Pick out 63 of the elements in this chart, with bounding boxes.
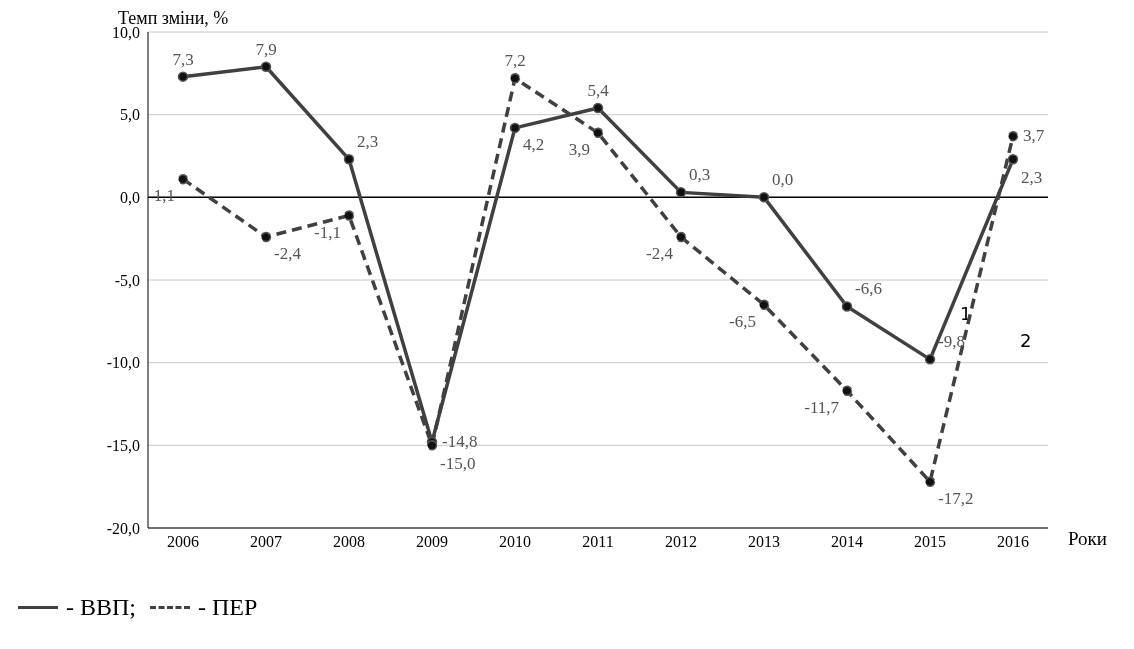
data-label: -2,4 xyxy=(646,244,674,264)
x-tick-label: 2008 xyxy=(333,533,365,551)
x-tick-label: 2007 xyxy=(250,533,282,551)
point xyxy=(924,476,936,487)
point xyxy=(343,210,355,221)
y-tick-label: 0,0 xyxy=(120,189,140,207)
data-label: 7,2 xyxy=(504,51,526,71)
legend-label: - ВВП; xyxy=(66,593,137,622)
data-label: 0,0 xyxy=(772,170,794,190)
x-tick-label: 2012 xyxy=(665,533,697,551)
y-tick-label: -10,0 xyxy=(106,354,140,372)
point xyxy=(758,299,770,311)
data-label: 0,3 xyxy=(689,165,711,185)
x-tick-label: 2010 xyxy=(499,533,531,551)
point xyxy=(426,440,438,451)
point xyxy=(675,187,687,198)
x-tick-label: 2009 xyxy=(416,533,448,551)
data-label: -15,0 xyxy=(440,454,476,474)
data-label: 7,3 xyxy=(172,49,194,69)
data-label: 3,9 xyxy=(568,139,590,159)
data-label: 2,3 xyxy=(357,132,379,152)
x-tick-label: 2011 xyxy=(582,533,614,551)
point xyxy=(343,154,355,165)
point xyxy=(509,73,521,84)
data-label: -2,4 xyxy=(274,244,302,264)
point xyxy=(509,122,521,134)
x-tick-label: 2006 xyxy=(167,533,199,551)
data-label: -11,7 xyxy=(804,397,840,417)
point xyxy=(177,173,189,185)
point xyxy=(758,192,770,203)
legend-label: - ПЕР xyxy=(198,593,258,622)
data-label: 7,9 xyxy=(255,39,277,59)
data-label: 2,3 xyxy=(1021,168,1043,188)
point xyxy=(592,127,604,139)
data-label: 5,4 xyxy=(587,81,610,101)
point xyxy=(1007,130,1019,142)
point xyxy=(924,354,936,365)
point xyxy=(260,231,272,243)
data-label: -14,8 xyxy=(442,432,478,452)
point xyxy=(841,385,853,397)
data-label: -1,1 xyxy=(314,222,341,242)
data-label: -6,6 xyxy=(855,279,882,299)
y-tick-label: -5,0 xyxy=(114,271,140,289)
y-tick-label: -15,0 xyxy=(106,437,140,455)
point xyxy=(177,71,189,82)
y-tick-label: 5,0 xyxy=(120,106,140,124)
x-tick-label: 2016 xyxy=(997,533,1029,551)
point xyxy=(1007,154,1019,165)
data-label: -6,5 xyxy=(729,311,756,331)
x-tick-label: 2015 xyxy=(914,533,946,551)
x-tick-label: 2013 xyxy=(748,533,780,551)
x-axis-title: Роки xyxy=(1068,528,1107,550)
point xyxy=(592,102,604,114)
data-label: 3,7 xyxy=(1023,126,1045,146)
annotation: 2 xyxy=(1020,330,1032,351)
data-label: -9,8 xyxy=(938,332,965,352)
data-label: -17,2 xyxy=(938,488,974,508)
point xyxy=(841,301,853,312)
point xyxy=(675,231,687,243)
point xyxy=(260,61,272,72)
x-tick-label: 2014 xyxy=(831,533,863,551)
data-label: 4,2 xyxy=(523,134,545,154)
y-tick-label: -20,0 xyxy=(106,519,140,537)
